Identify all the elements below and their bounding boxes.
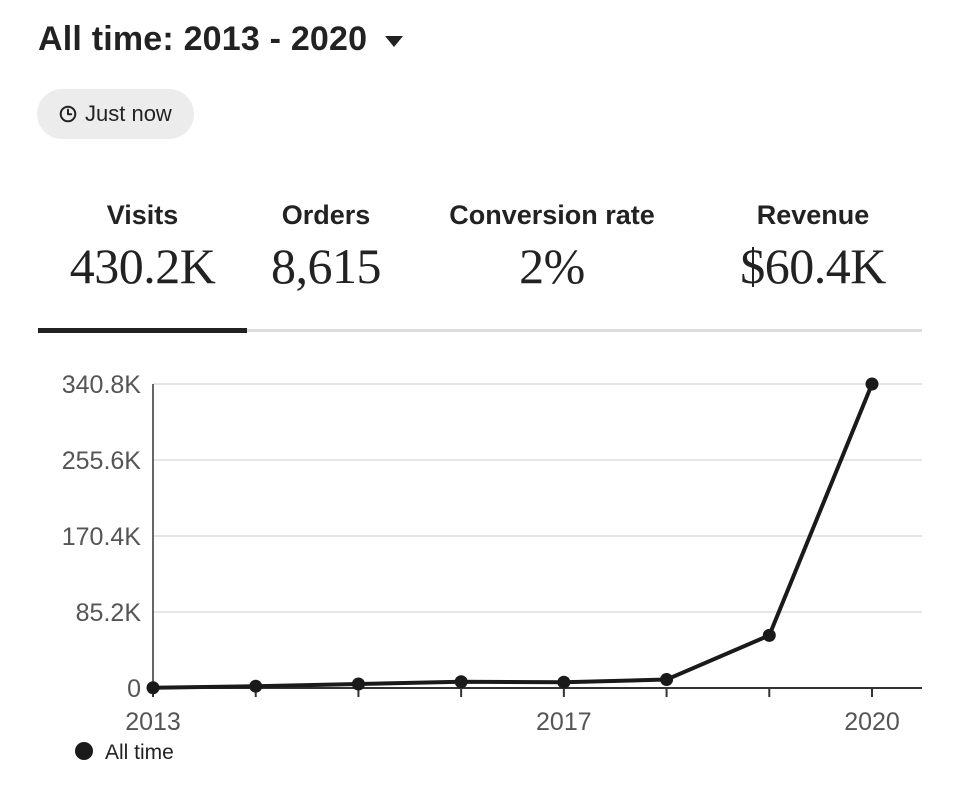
x-tick-label: 2013 <box>125 708 181 736</box>
series-line <box>151 382 874 690</box>
data-point <box>454 675 468 689</box>
tab-revenue[interactable]: Revenue $60.4K <box>709 190 917 330</box>
y-tick-label: 85.2K <box>76 599 142 627</box>
data-point <box>762 628 776 642</box>
legend-marker <box>75 742 93 760</box>
tab-visits-label: Visits <box>106 200 179 230</box>
y-tick-label: 340.8K <box>62 371 142 399</box>
last-updated-text: Just now <box>85 101 172 126</box>
tab-orders[interactable]: Orders 8,615 <box>247 190 405 330</box>
tab-visits[interactable]: Visits 430.2K <box>38 190 247 330</box>
data-point <box>249 679 263 693</box>
active-tab-indicator <box>38 328 247 333</box>
x-tick-label: 2020 <box>844 708 900 736</box>
y-tick-label: 170.4K <box>62 523 142 551</box>
legend-label: All time <box>105 741 174 764</box>
tab-conversion-rate[interactable]: Conversion rate 2% <box>430 190 674 330</box>
data-point <box>660 673 674 687</box>
last-updated-badge: Just now <box>37 89 194 139</box>
caret-down-icon <box>385 36 404 47</box>
date-range-selector[interactable]: All time: 2013 - 2020 <box>38 20 404 59</box>
x-tick-label: 2017 <box>536 708 592 736</box>
data-point <box>557 675 571 689</box>
data-point <box>146 681 160 695</box>
tab-orders-value: 8,615 <box>271 238 382 294</box>
tab-revenue-value: $60.4K <box>740 238 886 294</box>
tab-conversion-rate-value: 2% <box>519 238 585 294</box>
tab-conversion-rate-label: Conversion rate <box>449 200 655 230</box>
data-point <box>351 677 365 691</box>
y-tick-label: 0 <box>127 675 141 703</box>
date-range-label: All time: 2013 - 2020 <box>38 20 368 58</box>
metric-tabs: Visits 430.2K Orders 8,615 Conversion ra… <box>38 190 922 333</box>
tab-revenue-label: Revenue <box>756 200 870 230</box>
tab-visits-value: 430.2K <box>69 238 216 294</box>
tabs-divider <box>38 329 922 332</box>
y-tick-label: 255.6K <box>62 447 142 475</box>
visits-chart: 0 85.2K 170.4K 255.6K 340.8K 2013 2017 2020 All … <box>0 360 960 780</box>
tab-orders-label: Orders <box>281 200 371 230</box>
clock-icon <box>59 105 77 123</box>
line-chart: 0 85.2K 170.4K 255.6K 340.8K 2013 2017 2020 All … <box>62 371 922 764</box>
data-point <box>865 377 879 391</box>
